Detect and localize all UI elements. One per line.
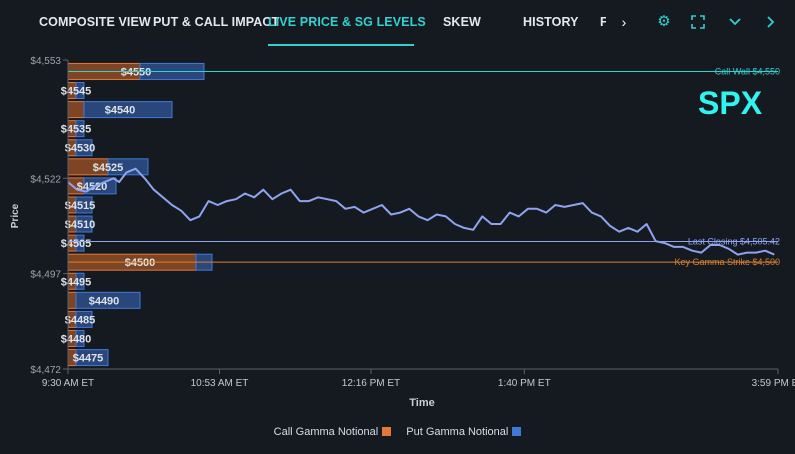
y-tick-label: $4,497	[30, 270, 61, 281]
strike-label: $4500	[125, 257, 156, 269]
strike-label: $4550	[121, 66, 152, 78]
y-tick-label: $4,472	[30, 365, 61, 376]
gamma-bars: $4550$4545$4540$4535$4530$4525$4520$4515…	[61, 62, 213, 367]
strike-label: $4530	[65, 143, 96, 155]
gamma-price-chart: $4550$4545$4540$4535$4530$4525$4520$4515…	[10, 56, 795, 409]
x-tick-label: 9:30 AM ET	[42, 378, 94, 389]
strike-label: $4485	[65, 314, 96, 326]
put-gamma-bar	[75, 310, 93, 328]
chevron-right-icon[interactable]	[761, 12, 781, 32]
legend-label-call: Call Gamma Notional	[273, 426, 379, 438]
reference-label: Key Gamma Strike $4,500	[674, 257, 780, 267]
y-axis-label: Price	[10, 203, 21, 228]
chart-legend: Call Gamma Notional Put Gamma Notional	[0, 426, 795, 438]
tab-overflow[interactable]: F	[600, 15, 606, 29]
put-gamma-bar	[75, 234, 85, 252]
axes: $4,553 $4,522 $4,497 $4,472 9:30 AM ET 10:53 …	[30, 56, 795, 389]
strike-label: $4510	[65, 219, 96, 231]
x-tick-label: 3:59 PM ET	[752, 378, 795, 389]
y-tick-label: $4,522	[30, 174, 61, 185]
strike-label: $4525	[93, 162, 124, 174]
put-gamma-bar	[75, 196, 93, 214]
strike-label: $4515	[65, 200, 96, 212]
y-tick-label: $4,553	[30, 56, 61, 67]
tab-composite-view[interactable]: COMPOSITE VIEW	[39, 15, 151, 29]
put-gamma-bar	[83, 101, 173, 119]
tab-put-call-impact[interactable]: PUT & CALL IMPACT	[153, 15, 280, 29]
call-gamma-bar	[67, 101, 85, 119]
tabs-scroll-right-icon[interactable]: ›	[621, 14, 627, 30]
put-gamma-bar	[75, 120, 85, 138]
legend-label-put: Put Gamma Notional	[406, 426, 509, 438]
tab-skew[interactable]: SKEW	[443, 15, 481, 29]
x-axis-label: Time	[409, 397, 434, 409]
strike-label: $4495	[61, 276, 92, 288]
put-gamma-bar	[75, 215, 93, 233]
reference-label: Call Wall $4,550	[715, 66, 780, 76]
reference-lines: Call Wall $4,550 Last Closing $4,505.42 Ke…	[68, 66, 780, 267]
strike-label: $4490	[89, 295, 120, 307]
put-gamma-bar	[75, 291, 141, 309]
reference-label: Last Closing $4,505.42	[688, 237, 780, 247]
chart-title: SPX	[698, 85, 763, 121]
strike-label: $4480	[61, 333, 92, 345]
strike-label: $4540	[105, 105, 136, 117]
put-swatch-icon	[512, 427, 522, 436]
strike-label: $4505	[61, 238, 92, 250]
call-gamma-bar	[67, 291, 77, 309]
strike-label: $4545	[61, 86, 92, 98]
price-line	[67, 167, 775, 256]
put-gamma-bar	[83, 177, 117, 195]
gear-icon[interactable]: ⚙	[657, 13, 671, 30]
top-navigation: COMPOSITE VIEW PUT & CALL IMPACT LIVE PR…	[0, 0, 795, 46]
legend-item-put[interactable]: Put Gamma Notional	[406, 426, 522, 438]
tab-live-price-sg-levels[interactable]: LIVE PRICE & SG LEVELS	[268, 0, 426, 46]
strike-label: $4475	[73, 353, 104, 365]
put-gamma-bar	[75, 82, 85, 100]
x-tick-label: 1:40 PM ET	[498, 378, 551, 389]
put-gamma-bar	[75, 272, 85, 290]
legend-item-call[interactable]: Call Gamma Notional	[274, 426, 392, 438]
call-swatch-icon	[382, 427, 392, 436]
put-gamma-bar	[75, 329, 85, 347]
chevron-down-icon[interactable]	[725, 12, 745, 32]
strike-label: $4535	[61, 124, 92, 136]
x-tick-label: 12:16 PM ET	[342, 378, 400, 389]
put-gamma-bar	[75, 139, 93, 157]
x-tick-label: 10:53 AM ET	[191, 378, 249, 389]
tab-history[interactable]: HISTORY	[523, 15, 579, 29]
put-gamma-bar	[75, 349, 109, 367]
fullscreen-icon[interactable]	[688, 12, 708, 32]
